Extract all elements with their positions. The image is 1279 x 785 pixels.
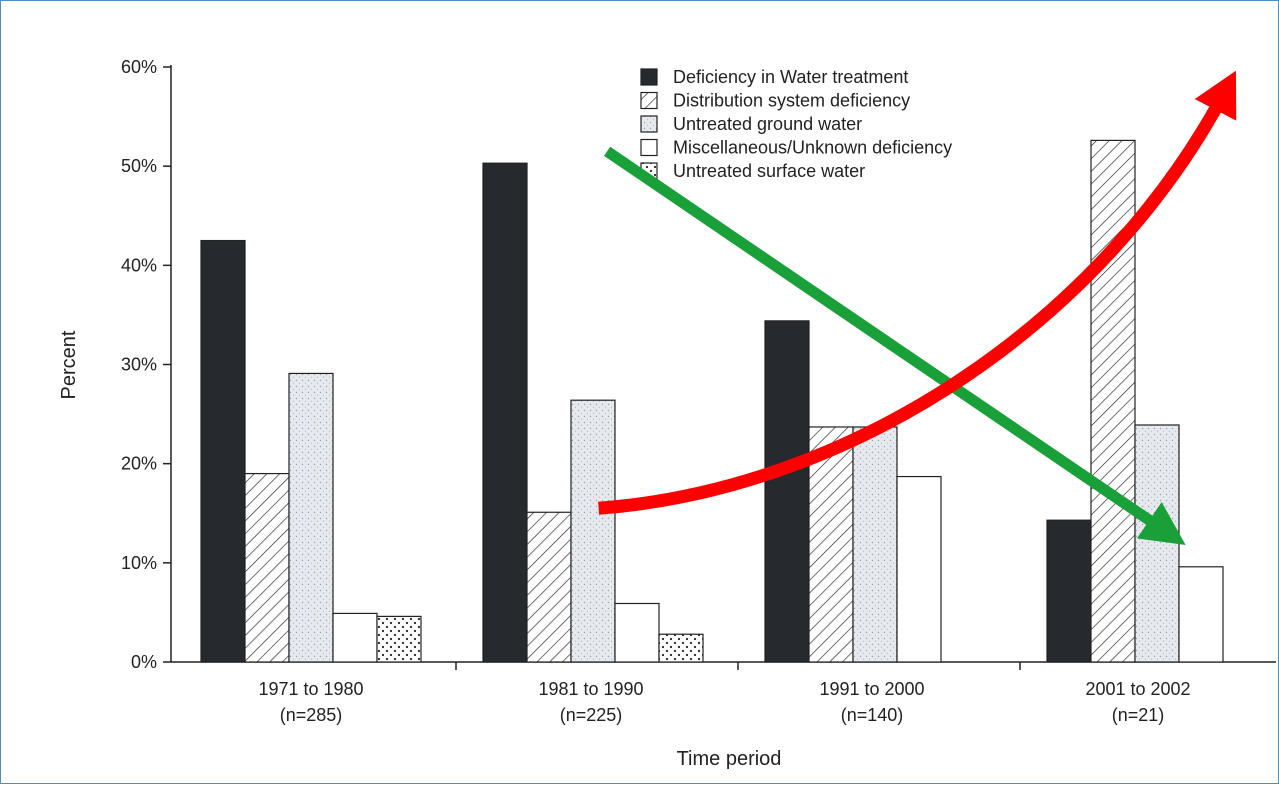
bar-empty-2: [615, 603, 659, 662]
x-category-sample-size: (n=21): [1112, 705, 1165, 725]
bar-hatch-2: [527, 512, 571, 662]
bar-solid-3: [765, 321, 809, 662]
bar-stipple-2: [571, 400, 615, 662]
y-tick-label: 10%: [121, 553, 157, 573]
bar-dots-2: [659, 634, 703, 662]
y-tick-label: 30%: [121, 355, 157, 375]
x-category-label: 1971 to 1980: [258, 679, 363, 699]
y-tick-label: 60%: [121, 57, 157, 77]
x-category-sample-size: (n=285): [280, 705, 343, 725]
legend-label: Deficiency in Water treatment: [673, 67, 908, 87]
bar-empty-1: [333, 613, 377, 662]
x-category-label: 1991 to 2000: [819, 679, 924, 699]
legend-swatch: [641, 69, 657, 85]
bar-dots-1: [377, 616, 421, 662]
bar-hatch-4: [1091, 140, 1135, 662]
bar-stipple-1: [289, 373, 333, 662]
legend-label: Untreated surface water: [673, 161, 865, 181]
legend-label: Untreated ground water: [673, 114, 862, 134]
x-category-sample-size: (n=225): [560, 705, 623, 725]
bar-solid-2: [483, 163, 527, 662]
x-category-sample-size: (n=140): [841, 705, 904, 725]
y-tick-label: 0%: [131, 652, 157, 672]
x-axis-title: Time period: [677, 748, 782, 770]
legend-swatch: [641, 140, 657, 156]
bar-empty-4: [1179, 567, 1223, 662]
bar-hatch-1: [245, 474, 289, 662]
bar-empty-3: [897, 477, 941, 662]
legend-label: Miscellaneous/Unknown deficiency: [673, 138, 952, 158]
x-category-label: 2001 to 2002: [1085, 679, 1190, 699]
legend-label: Distribution system deficiency: [673, 91, 910, 111]
y-tick-label: 50%: [121, 156, 157, 176]
legend-swatch: [641, 93, 657, 109]
bar-stipple-3: [853, 427, 897, 662]
bar-solid-4: [1047, 520, 1091, 662]
bar-solid-1: [201, 241, 245, 662]
x-category-label: 1981 to 1990: [538, 679, 643, 699]
y-tick-label: 20%: [121, 454, 157, 474]
y-axis-title: Percent: [58, 330, 80, 399]
y-tick-label: 40%: [121, 255, 157, 275]
bar-stipple-4: [1135, 425, 1179, 662]
legend-swatch: [641, 116, 657, 132]
